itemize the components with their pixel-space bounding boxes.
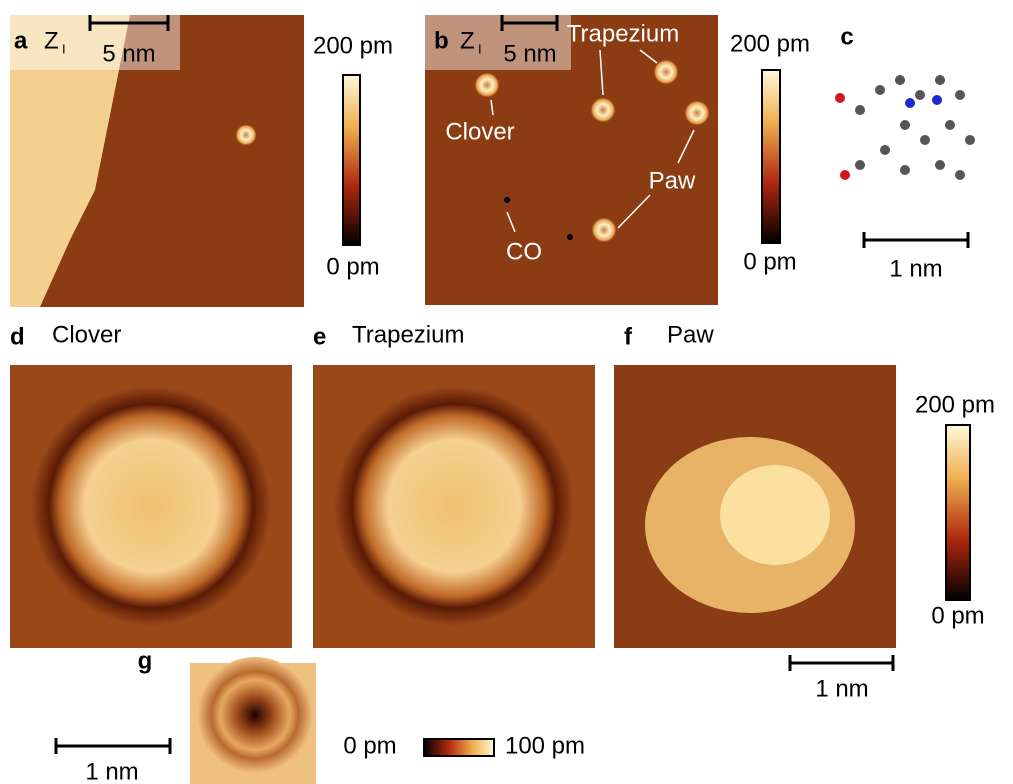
colorbar [424,739,494,756]
scale-label: 1 nm [889,255,942,282]
colorbar-max: 200 pm [915,391,995,418]
figure: a Z I 5 nm 200 pm 0 pm b Z I 5 nm Trapez… [0,0,1013,784]
colorbar [946,425,970,600]
colorbar [762,70,780,243]
scale-label: 5 nm [102,40,155,67]
channel: Z [44,27,59,54]
panel-title: Trapezium [352,321,464,348]
panel-label: b [434,27,449,54]
channel-sub: I [62,41,66,56]
panel-label: f [624,323,633,350]
molecule [684,100,710,126]
molecule-lobe [720,465,830,565]
colorbar [343,75,360,245]
co-molecule [567,234,573,240]
molecule [591,217,617,243]
panel-label: g [138,647,153,674]
panel-label: c [840,23,853,50]
molecule [235,124,257,146]
scale-label: 1 nm [815,675,868,702]
annotation: Paw [649,167,696,194]
molecule-model [835,75,975,180]
channel: Z [460,27,475,54]
panel-title: Paw [667,321,714,348]
molecule [334,386,574,626]
colorbar-min: 0 pm [326,253,379,280]
annotation: CO [506,238,542,265]
colorbar-max: 100 pm [505,732,585,759]
scale-label: 1 nm [85,758,138,784]
panel-label: e [313,323,326,350]
molecule [590,97,616,123]
annotation: Clover [445,118,514,145]
channel-sub: I [478,41,482,56]
colorbar-min: 0 pm [743,248,796,275]
co-molecule [504,197,510,203]
molecule [474,72,500,98]
annotation: Trapezium [567,20,679,47]
page: a Z I 5 nm 200 pm 0 pm b Z I 5 nm Trapez… [0,0,1013,784]
scale-label: 5 nm [503,40,556,67]
colorbar-max: 200 pm [313,32,393,59]
panel-title: Clover [52,321,121,348]
panel-label: d [10,323,25,350]
co-tip [197,657,313,773]
molecule [31,386,271,626]
panel-label: a [14,27,28,54]
colorbar-min: 0 pm [931,602,984,629]
colorbar-max: 200 pm [730,30,810,57]
colorbar-min: 0 pm [343,732,396,759]
